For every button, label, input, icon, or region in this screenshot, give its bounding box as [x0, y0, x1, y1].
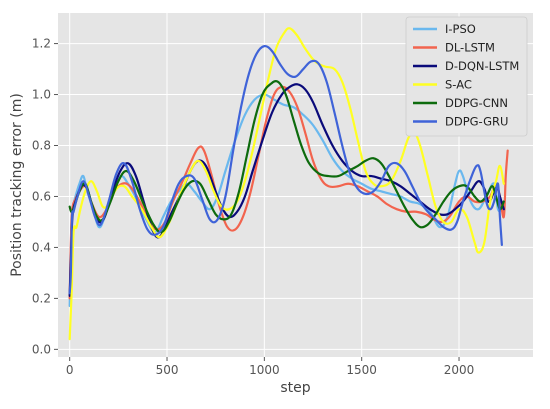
- series-lines: [68, 27, 509, 341]
- y-tick-label: 1.0: [32, 88, 51, 102]
- series-line-s-ac: [68, 27, 505, 341]
- x-tick-label: 1500: [346, 363, 377, 377]
- legend-label-ddpg-cnn: DDPG-CNN: [445, 96, 508, 110]
- series-line-ddpg-cnn: [68, 80, 505, 234]
- legend: I-PSO DL-LSTM D-DQN-LSTM S-AC DDPG-CNN DDPG-G…: [405, 16, 528, 137]
- y-tick-label: 0.6: [32, 189, 51, 203]
- legend-label-dl-lstm: DL-LSTM: [445, 41, 495, 55]
- y-tick-label: 0.8: [32, 139, 51, 153]
- y-tick-label: 0.0: [32, 342, 51, 356]
- series-line-d-dqn-lstm: [68, 83, 505, 297]
- legend-label-d-dqn-lstm: D-DQN-LSTM: [445, 59, 519, 73]
- series-line-dl-lstm: [68, 85, 509, 300]
- axis-ticks: 0 500 1000 1500 2000 0.0 0.2 0.4 0.6 0.8 1.0 1.2: [32, 37, 474, 377]
- x-tick-label: 0: [66, 363, 74, 377]
- x-axis-label: step: [280, 380, 310, 396]
- x-tick-label: 1000: [249, 363, 280, 377]
- y-tick-label: 0.2: [32, 291, 51, 305]
- legend-label-i-pso: I-PSO: [445, 22, 476, 36]
- y-tick-label: 1.2: [32, 37, 51, 51]
- legend-label-s-ac: S-AC: [445, 78, 472, 92]
- y-tick-label: 0.4: [32, 240, 51, 254]
- series-line-ddpg-gru: [68, 44, 503, 295]
- legend-label-ddpg-gru: DDPG-GRU: [445, 115, 508, 129]
- x-tick-label: 500: [156, 363, 179, 377]
- x-tick-label: 2000: [444, 363, 475, 377]
- y-axis-label: Position tracking error (m): [9, 93, 25, 277]
